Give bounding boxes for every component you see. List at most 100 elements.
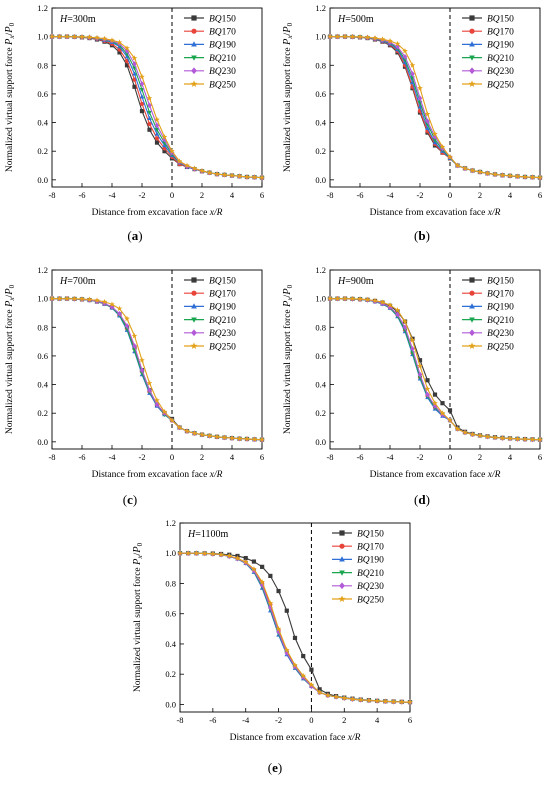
data-point	[477, 432, 483, 439]
data-point	[132, 343, 137, 349]
y-tick-label: 1.2	[37, 3, 48, 13]
legend-item: BQ150	[332, 529, 384, 539]
y-tick-label: 1.0	[315, 294, 326, 304]
data-point	[439, 143, 446, 150]
x-tick-label: 0	[170, 190, 174, 200]
y-tick-label: 0.4	[37, 380, 48, 390]
data-point	[102, 300, 107, 307]
data-point	[327, 295, 333, 302]
legend-marker	[469, 15, 475, 21]
legend-label: BQ250	[209, 342, 236, 352]
data-point	[201, 550, 208, 556]
data-point	[522, 436, 528, 442]
data-point	[537, 436, 543, 443]
data-point	[484, 433, 491, 440]
data-point	[309, 667, 314, 672]
legend-item: BQ210	[184, 54, 236, 64]
data-point	[131, 332, 138, 339]
data-point	[124, 45, 130, 51]
data-point	[379, 36, 386, 42]
legend-item: BQ250	[184, 342, 236, 352]
y-tick-label: 0.6	[37, 351, 48, 361]
y-tick-label: 0.2	[37, 146, 48, 156]
x-tick-label: 6	[260, 190, 264, 200]
data-point	[379, 299, 386, 305]
legend-label: BQ230	[357, 582, 384, 592]
legend-marker	[191, 55, 197, 61]
data-point	[116, 305, 123, 312]
data-point	[454, 162, 461, 168]
plot-frame	[329, 7, 541, 188]
data-point	[440, 401, 445, 406]
chart-e: -8 -6 -4 -2 0 2 4 6 0.0 0.2 0.4 0.6 0.8 1.0 1.2 Distanc…	[132, 518, 413, 743]
legend-item: BQ210	[332, 569, 384, 579]
legend-marker	[338, 595, 346, 602]
legend-label: BQ250	[209, 80, 236, 90]
legend-label: BQ230	[209, 67, 236, 77]
x-tick-label: 4	[508, 190, 513, 200]
legend-item: BQ150	[462, 276, 514, 286]
data-point	[316, 689, 323, 695]
legend-marker	[468, 342, 476, 349]
plot-frame	[51, 269, 263, 450]
legend-item: BQ190	[462, 41, 514, 51]
legend-marker	[339, 530, 345, 536]
chart-b: -8 -6 -4 -2 0 2 4 6 0.0 0.2 0.4 0.6 0.8 1.0 1.2 Distanc…	[282, 3, 543, 218]
legend-label: BQ150	[209, 14, 236, 24]
legend-marker	[191, 28, 197, 34]
data-point	[139, 73, 145, 80]
legend-item: BQ250	[332, 595, 384, 605]
data-point	[372, 297, 378, 304]
data-point	[251, 436, 258, 442]
y-tick-label: 0.4	[315, 380, 326, 390]
plot-frame	[179, 522, 411, 713]
legend-label: BQ150	[209, 276, 236, 286]
data-point	[333, 693, 339, 700]
legend-marker	[339, 582, 345, 590]
legend-item: BQ210	[184, 316, 236, 326]
data-point	[417, 85, 423, 91]
y-tick-label: 0.8	[37, 60, 48, 70]
data-point	[184, 428, 190, 434]
legend-label: BQ250	[487, 80, 514, 90]
data-point	[206, 432, 213, 439]
chart-d: -8 -6 -4 -2 0 2 4 6 0.0 0.2 0.4 0.6 0.8 1.0 1.2 Distanc…	[282, 265, 543, 480]
caption-e: (e)	[267, 760, 283, 775]
data-point	[499, 435, 506, 441]
data-point	[477, 169, 483, 175]
data-point	[327, 33, 333, 40]
data-point	[402, 324, 408, 331]
y-tick-label: 1.2	[37, 265, 48, 275]
x-axis-label: Distance from excavation face x/R	[92, 469, 223, 480]
data-point	[439, 410, 446, 416]
legend-item: BQ170	[184, 290, 236, 300]
legend-label: BQ230	[487, 67, 514, 77]
data-point	[402, 318, 408, 324]
data-point	[139, 367, 145, 373]
data-point	[387, 39, 393, 46]
data-point	[409, 62, 416, 68]
y-tick-label: 0.4	[315, 118, 326, 128]
data-point	[283, 647, 290, 653]
data-point	[154, 116, 160, 123]
data-point	[514, 173, 521, 179]
y-tick-label: 1.2	[165, 518, 176, 528]
data-point	[243, 555, 248, 561]
x-tick-label: -2	[275, 715, 282, 725]
legend-item: BQ250	[462, 342, 514, 352]
y-tick-label: 0.8	[37, 322, 48, 332]
x-tick-label: 0	[448, 452, 452, 462]
legend-marker	[191, 67, 197, 75]
legend-marker	[339, 556, 345, 562]
data-point	[417, 371, 423, 378]
data-point	[79, 296, 85, 302]
data-point	[454, 426, 461, 432]
legend-item: BQ230	[462, 329, 514, 339]
x-tick-label: -8	[176, 715, 183, 725]
legend-marker	[469, 329, 475, 337]
legend-item: BQ170	[184, 28, 236, 38]
y-axis-label: Normalized virtual support force Px/P0	[4, 22, 16, 172]
y-axis-label: Normalized virtual support force Px/P0	[282, 22, 294, 172]
y-tick-label: 0.0	[37, 437, 48, 447]
legend-item: BQ170	[332, 543, 384, 553]
